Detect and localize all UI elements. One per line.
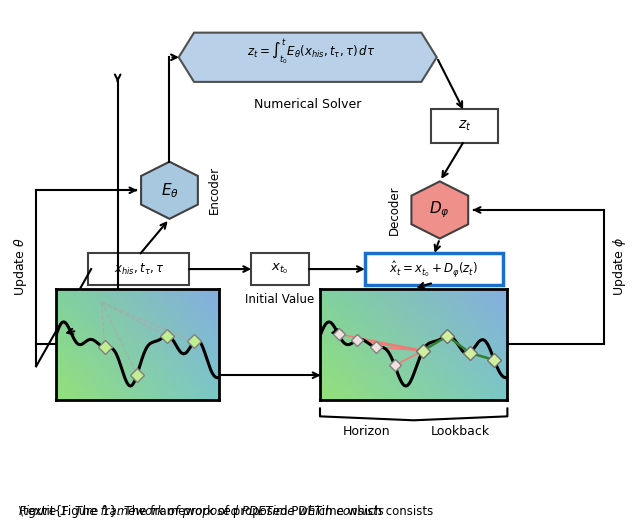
FancyBboxPatch shape <box>365 253 503 285</box>
Text: $x_{his}, t_\tau, \tau$: $x_{his}, t_\tau, \tau$ <box>113 261 164 277</box>
Text: Decoder: Decoder <box>388 185 401 235</box>
FancyBboxPatch shape <box>251 253 309 285</box>
Text: \textit{Figure 1}. The framework of proposed PDETime which consists: \textit{Figure 1}. The framework of prop… <box>19 505 433 518</box>
Text: Numerical Solver: Numerical Solver <box>254 97 362 111</box>
Polygon shape <box>412 181 468 238</box>
Text: Lookback: Lookback <box>431 425 490 438</box>
Text: $\hat{x}_t = x_{t_0} + D_\varphi(z_t)$: $\hat{x}_t = x_{t_0} + D_\varphi(z_t)$ <box>389 259 478 279</box>
FancyBboxPatch shape <box>431 110 498 143</box>
Polygon shape <box>141 162 198 219</box>
Text: Horizon: Horizon <box>343 425 390 438</box>
Text: $D_\varphi$: $D_\varphi$ <box>429 200 450 220</box>
Text: $E_\theta$: $E_\theta$ <box>161 181 179 200</box>
Polygon shape <box>179 32 436 82</box>
Text: Update $\theta$: Update $\theta$ <box>12 237 29 296</box>
Text: Update $\phi$: Update $\phi$ <box>611 237 628 296</box>
Text: $z_t = \int_{t_0}^{t} E_\theta(x_{his}, t_\tau, \tau)\, d\tau$: $z_t = \int_{t_0}^{t} E_\theta(x_{his}, … <box>246 38 375 67</box>
Text: Encoder: Encoder <box>208 166 221 214</box>
FancyBboxPatch shape <box>88 253 189 285</box>
Text: Initial Value: Initial Value <box>245 293 315 307</box>
Text: $x_{t_0}$: $x_{t_0}$ <box>271 262 289 276</box>
Text: $z_t$: $z_t$ <box>458 119 471 134</box>
Text: Figure 1. The framework of proposed PDETime which consists: Figure 1. The framework of proposed PDET… <box>19 505 384 518</box>
